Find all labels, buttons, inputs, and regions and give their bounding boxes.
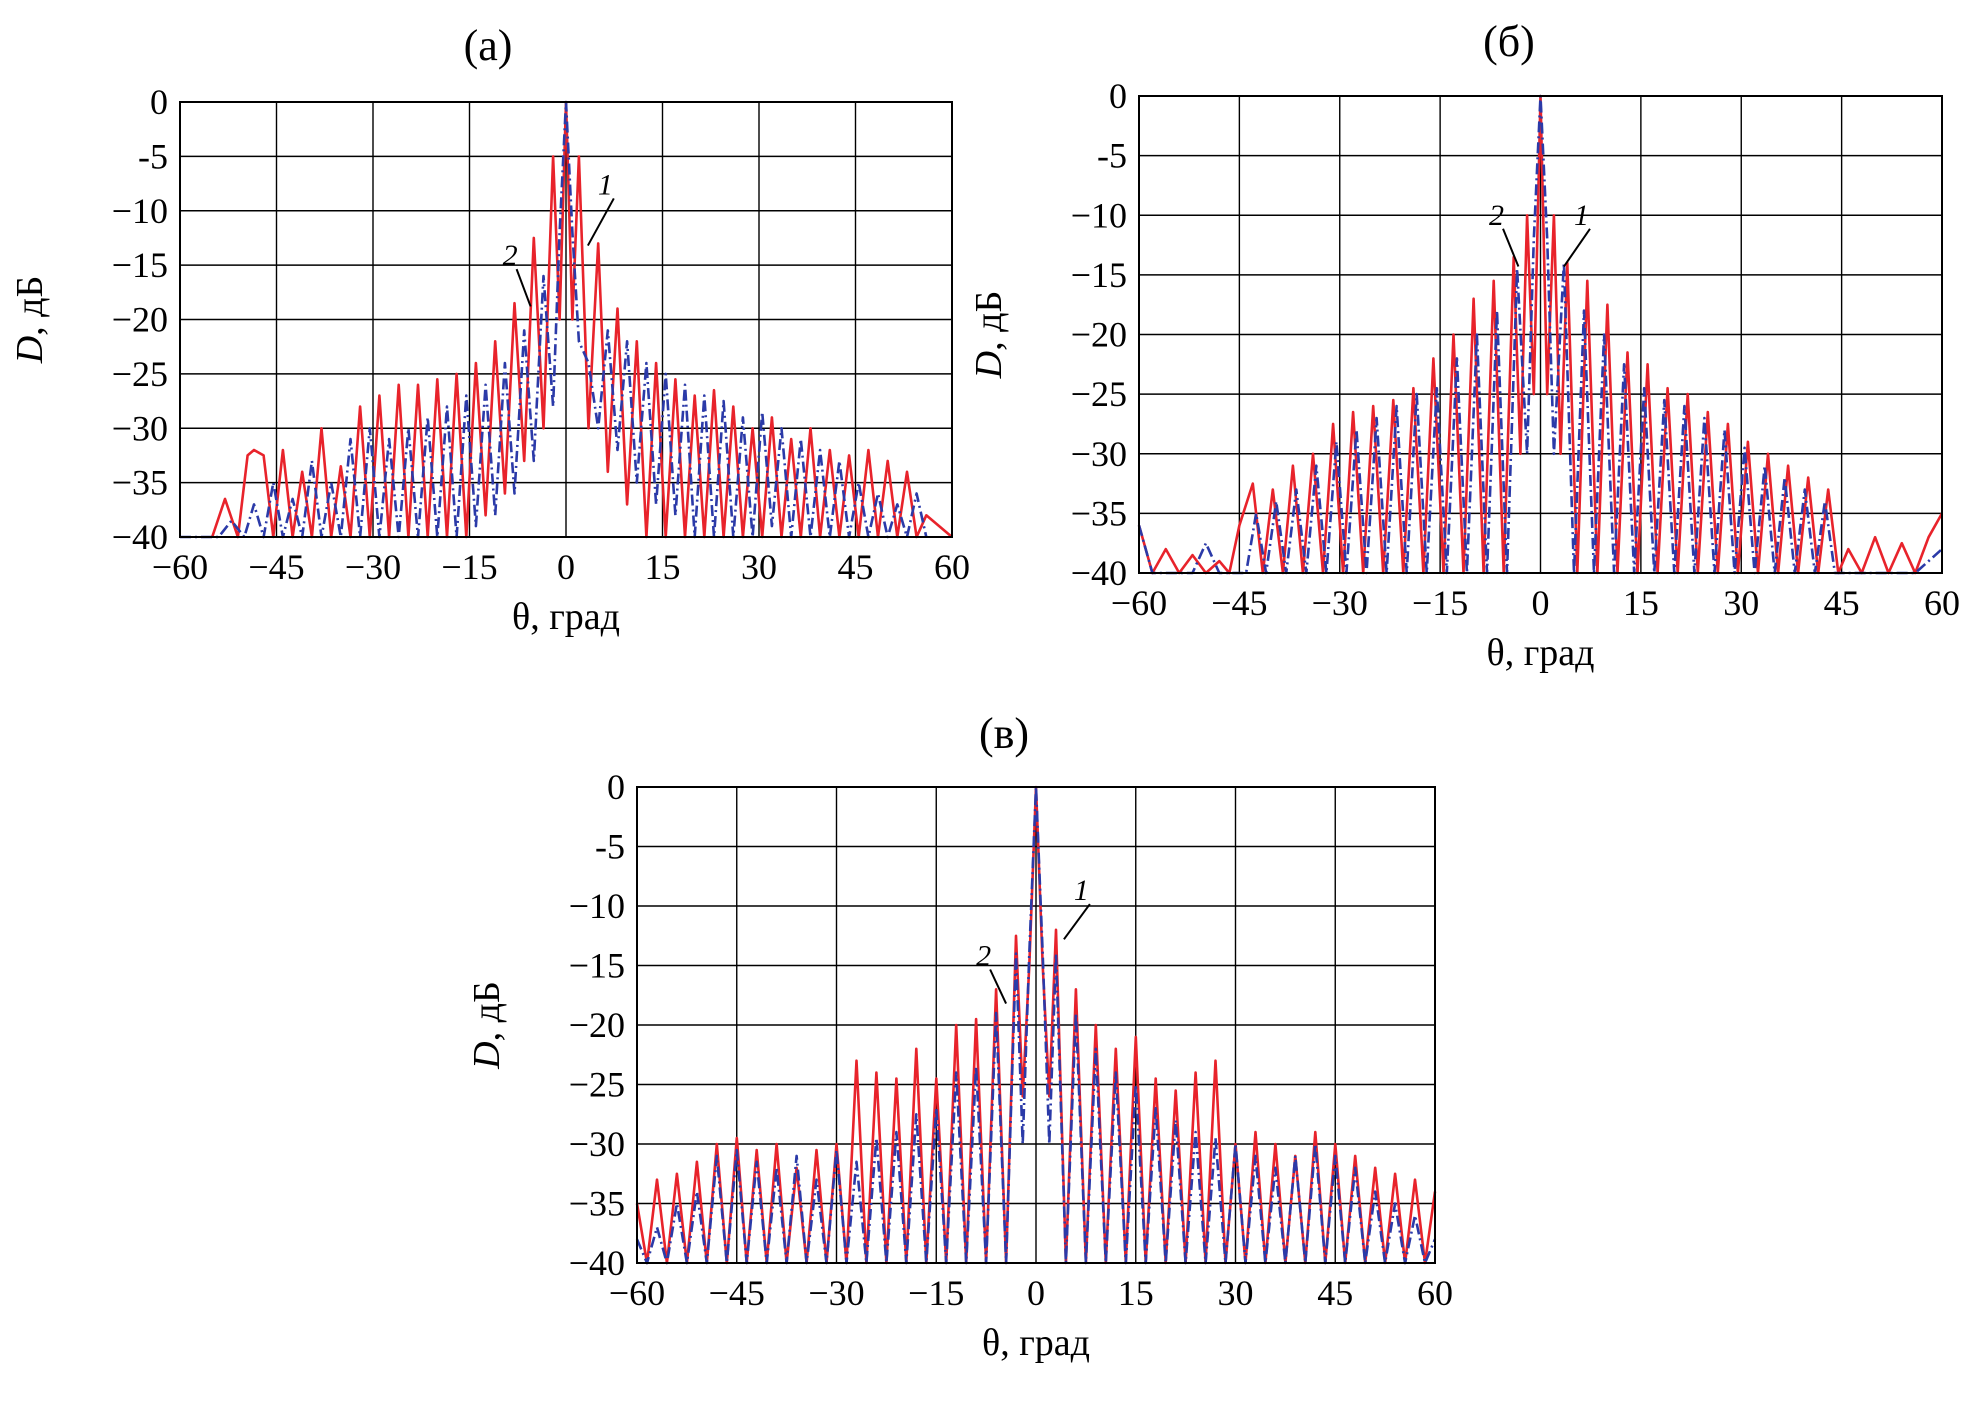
x-tick-label: 15: [1623, 583, 1659, 623]
y-tick-label: −25: [112, 354, 168, 394]
y-tick-label: −40: [112, 517, 168, 557]
x-tick-label: −45: [248, 547, 304, 587]
y-tick-label: -5: [138, 136, 168, 176]
x-tick-label: −45: [709, 1273, 765, 1313]
x-tick-label: −60: [609, 1273, 665, 1313]
x-tick-label: −30: [345, 547, 401, 587]
y-axis-title-unit: , дБ: [466, 981, 508, 1041]
y-axis-title: D, дБ: [9, 276, 51, 365]
x-tick-label: 30: [741, 547, 777, 587]
x-tick-label: 45: [1824, 583, 1860, 623]
y-tick-label: −35: [569, 1184, 625, 1224]
x-tick-label: −60: [1111, 583, 1167, 623]
y-tick-label: −10: [1071, 195, 1127, 235]
panel-b: (б) 1 2 0 -5 −10 −15 −20 −25 −30 −35 −40−60 −45 −30 −1…: [968, 17, 1960, 674]
series-2-leader-line: [515, 268, 532, 307]
series-2-curve: [635, 785, 1437, 1265]
y-tick-label: −15: [1071, 255, 1127, 295]
series-1-leader-line: [1063, 903, 1091, 940]
x-tick-label: 0: [557, 547, 575, 587]
y-tick-label: −20: [1071, 315, 1127, 355]
series-2-label: 2: [1489, 199, 1504, 232]
series-1-curve: [210, 100, 953, 539]
panel-label: (б): [1483, 17, 1535, 66]
x-tick-label: −15: [441, 547, 497, 587]
x-tick-label: −15: [908, 1273, 964, 1313]
y-tick-label: −30: [1071, 434, 1127, 474]
x-tick-label: 15: [1118, 1273, 1154, 1313]
y-tick-label: −40: [1071, 553, 1127, 593]
y-tick-label: −35: [1071, 493, 1127, 533]
y-tick-label: -5: [1097, 136, 1127, 176]
x-tick-label: −30: [1312, 583, 1368, 623]
y-tick-label: −20: [112, 300, 168, 340]
y-tick-label: −10: [569, 886, 625, 926]
x-tick-label: −60: [152, 547, 208, 587]
series-1-label: 1: [598, 168, 613, 201]
plot-frame: [179, 101, 953, 538]
y-axis-title: D, дБ: [466, 981, 508, 1070]
x-axis-title: θ, град: [982, 1322, 1090, 1364]
x-tick-label: 60: [934, 547, 970, 587]
x-tick-label: 60: [1417, 1273, 1453, 1313]
y-tick-label: 0: [607, 767, 625, 807]
x-tick-label: 15: [645, 547, 681, 587]
x-axis-title: θ, град: [512, 596, 620, 638]
y-tick-label: −15: [112, 245, 168, 285]
y-tick-label: −20: [569, 1005, 625, 1045]
x-tick-label: 0: [1532, 583, 1550, 623]
y-tick-label: 0: [1109, 76, 1127, 116]
series-2-label: 2: [976, 940, 991, 973]
x-axis-title: θ, град: [1487, 632, 1595, 674]
series-2-leader-line: [1502, 228, 1520, 267]
series-2-leader-line: [989, 969, 1007, 1005]
y-tick-label: -5: [595, 827, 625, 867]
x-tick-label: 45: [1317, 1273, 1353, 1313]
series-1-leader-line: [586, 197, 615, 247]
x-tick-label: 30: [1218, 1273, 1254, 1313]
plot-frame: [636, 786, 1436, 1264]
panel-label: (a): [464, 21, 513, 70]
y-axis-title: D, дБ: [968, 291, 1010, 380]
series-2-curve: [1137, 94, 1943, 575]
y-axis-title-unit: , дБ: [9, 276, 51, 336]
panel-a: (a) 1 2 0 -5 −10 −15 −20 −25 −30 −35 −40−60 −45 −30 −1…: [9, 21, 970, 638]
y-tick-label: −30: [569, 1124, 625, 1164]
panel-label: (в): [979, 709, 1029, 758]
series-2-label: 2: [503, 239, 518, 272]
y-axis-title-symbol: D: [968, 351, 1010, 379]
x-tick-label: 30: [1723, 583, 1759, 623]
y-axis-title-symbol: D: [466, 1041, 508, 1069]
series-2-curve: [180, 100, 928, 539]
x-tick-label: 45: [838, 547, 874, 587]
y-tick-label: 0: [150, 82, 168, 122]
y-tick-label: −25: [569, 1065, 625, 1105]
y-tick-label: −15: [569, 946, 625, 986]
y-tick-label: −35: [112, 463, 168, 503]
y-tick-label: −40: [569, 1243, 625, 1283]
x-tick-label: 60: [1924, 583, 1960, 623]
y-axis-title-symbol: D: [9, 336, 51, 364]
plot-frame: [1138, 95, 1943, 574]
x-tick-label: −30: [808, 1273, 864, 1313]
series-1-label: 1: [1074, 874, 1089, 907]
series-1-label: 1: [1574, 199, 1589, 232]
series-1-leader-line: [1563, 228, 1591, 268]
y-tick-label: −10: [112, 191, 168, 231]
x-tick-label: −15: [1412, 583, 1468, 623]
panel-v: (в) 1 2 0 -5 −10 −15 −20 −25 −30 −35 −40−60 −45 −30 −1…: [466, 709, 1453, 1364]
y-axis-title-unit: , дБ: [968, 291, 1010, 351]
y-tick-label: −30: [112, 408, 168, 448]
x-tick-label: −45: [1211, 583, 1267, 623]
y-tick-label: −25: [1071, 374, 1127, 414]
x-tick-label: 0: [1027, 1273, 1045, 1313]
